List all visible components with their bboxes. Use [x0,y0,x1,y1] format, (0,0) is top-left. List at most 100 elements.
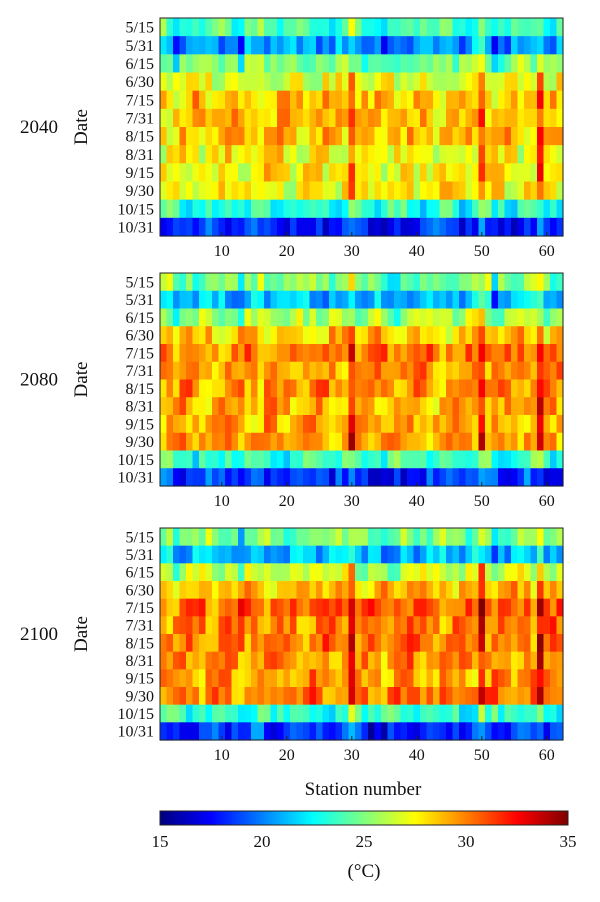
heatmap-cell [550,127,558,146]
heatmap-cell [212,379,220,398]
heatmap-cell [361,54,369,74]
heatmap-cell [478,528,486,547]
heatmap-cell [452,563,460,582]
heatmap-cell [420,379,428,398]
heatmap-cell [394,634,402,653]
heatmap-cell [218,108,226,128]
heatmap-cell [491,290,499,310]
heatmap-cell [504,581,512,600]
heatmap-cell [322,432,330,452]
heatmap-cell [433,704,441,723]
heatmap-cell [426,704,434,723]
heatmap-cell [478,722,486,741]
heatmap-cell [387,72,395,92]
heatmap-cell [342,217,350,237]
heatmap-cell [205,450,213,469]
heatmap-cell [498,18,506,37]
heatmap-cell [173,616,181,635]
heatmap-cell [420,722,428,741]
heatmap-cell [426,616,434,635]
heatmap-cell [212,290,220,310]
heatmap-cell [186,90,194,110]
heatmap-cell [433,344,441,363]
heatmap-cell [361,634,369,653]
heatmap-cell [556,163,564,183]
heatmap-cell [212,145,220,164]
heatmap-cell [524,704,532,723]
heatmap-cell [400,687,408,706]
heatmap-cell [550,704,558,723]
heatmap-cell [192,634,200,653]
heatmap-cell [192,415,200,434]
heatmap-cell [270,72,278,92]
heatmap-cell [504,90,512,110]
heatmap-cell [342,344,350,363]
heatmap-cell [452,72,460,92]
heatmap-cell [472,563,480,582]
heatmap-cell [316,722,324,741]
heatmap-cell [218,651,226,670]
heatmap-cell [504,528,512,547]
heatmap-cell [348,432,356,452]
heatmap-cell [160,199,168,219]
heatmap-cell [160,163,168,183]
heatmap-cell [303,36,311,55]
heatmap-cell [387,18,395,37]
heatmap-cell [264,545,272,564]
heatmap-cell [296,344,304,363]
heatmap-cell [368,308,376,327]
heatmap-cell [296,432,304,452]
heatmap-cell [329,273,337,292]
heatmap-cell [426,651,434,670]
heatmap-cell [173,18,181,37]
heatmap-cell [270,415,278,434]
heatmap-cell [277,36,285,55]
heatmap-cell [400,704,408,723]
heatmap-cell [309,72,317,92]
heatmap-cell [186,616,194,635]
heatmap-cell [472,581,480,600]
heatmap-cell [212,273,220,292]
heatmap-cell [426,581,434,600]
heatmap-cell [348,669,356,688]
heatmap-cell [498,581,506,600]
heatmap-cell [212,36,220,55]
heatmap-cell [342,616,350,635]
heatmap-cell [400,290,408,310]
heatmap-cell [335,361,343,381]
heatmap-cell [218,181,226,201]
heatmap-cell [166,181,174,201]
row-label: 7/15 [126,92,154,109]
heatmap-cell [192,432,200,452]
heatmap-cell [322,634,330,653]
heatmap-cell [374,528,382,547]
heatmap-cell [394,163,402,183]
heatmap-cell [361,217,369,237]
heatmap-cell [186,217,194,237]
heatmap-cell [244,90,252,110]
heatmap-cell [225,127,233,146]
heatmap-cell [296,598,304,617]
heatmap-cell [498,127,506,146]
heatmap-cell [179,18,187,37]
heatmap-cell [329,704,337,723]
heatmap-cell [166,468,174,487]
heatmap-cell [303,528,311,547]
heatmap-cell [322,722,330,741]
heatmap-cell [316,581,324,600]
heatmap-cell [387,90,395,110]
heatmap-cell [257,199,265,219]
heatmap-cell [166,108,174,128]
heatmap-cell [439,90,447,110]
heatmap-cell [361,528,369,547]
heatmap-cell [205,598,213,617]
heatmap-cell [329,127,337,146]
heatmap-cell [160,145,168,164]
heatmap-cell [257,145,265,164]
heatmap-cell [361,563,369,582]
heatmap-cell [530,90,538,110]
heatmap-cell [452,468,460,487]
heatmap-cell [465,290,473,310]
heatmap-cell [244,273,252,292]
heatmap-cell [264,127,272,146]
